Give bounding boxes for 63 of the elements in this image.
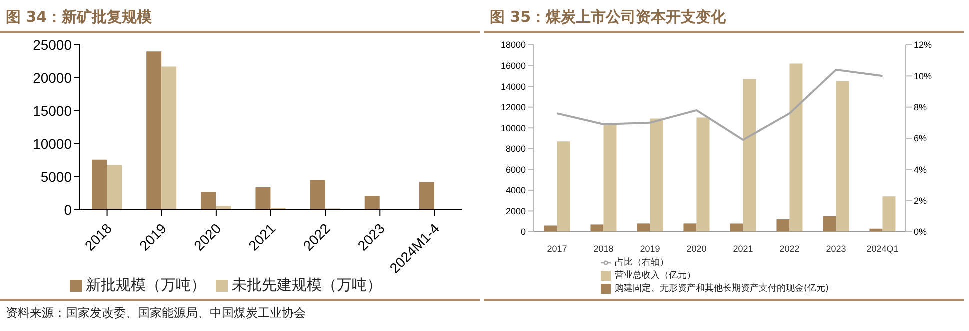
bar: [146, 52, 162, 210]
y-tick-label: 10000: [500, 123, 526, 134]
text: 资料来源：国家发改委、国家能源局、中国煤炭工业协会: [6, 306, 306, 320]
bar: [604, 124, 617, 232]
bar: [823, 216, 836, 232]
y-tick-label: 5000: [40, 168, 72, 185]
bar: [836, 81, 850, 232]
x-tick-label: 2019: [640, 244, 660, 254]
bar: [310, 180, 326, 210]
y2-tick-label: 4%: [914, 164, 928, 175]
y-tick-label: 8000: [506, 144, 526, 154]
y-tick-label: 15000: [33, 102, 72, 119]
chart-title: 图 34：新矿批复规模: [0, 0, 480, 33]
x-tick-label: 2020: [686, 244, 707, 254]
y-tick-label: 20000: [33, 70, 72, 86]
y2-tick-label: 12%: [914, 40, 932, 50]
bar: [590, 224, 604, 232]
legend-label: 占比（右轴）: [614, 258, 669, 268]
y-tick-label: 16000: [500, 60, 526, 71]
y-tick-label: 2000: [506, 206, 526, 216]
x-tick-label: 2021: [733, 244, 754, 254]
y2-tick-label: 0%: [914, 227, 928, 238]
bar: [650, 118, 664, 232]
bar: [201, 192, 216, 210]
y-tick-label: 6000: [506, 164, 526, 175]
bar: [882, 196, 896, 232]
bar: [637, 224, 650, 232]
bar: [557, 142, 570, 232]
bar: [696, 118, 710, 232]
y-tick-label: 4000: [506, 186, 526, 196]
y-tick-label: 10000: [33, 136, 72, 152]
bar: [162, 66, 177, 210]
bar: [107, 165, 122, 210]
bar: [419, 182, 434, 210]
y2-tick-label: 10%: [914, 71, 932, 82]
y2-tick-label: 8%: [914, 102, 928, 113]
bar: [92, 160, 108, 210]
bar: [730, 224, 744, 232]
y-tick-label: 14000: [500, 82, 526, 92]
bar: [684, 224, 697, 232]
x-tick-label: 2017: [547, 244, 568, 254]
legend-label: 未批先建规模（万吨）: [232, 276, 382, 294]
bar: [743, 79, 756, 232]
y-tick-label: 18000: [500, 40, 526, 50]
y-tick-label: 0: [520, 227, 526, 238]
x-tick-label: 2022: [780, 244, 800, 254]
legend-label: 新批规模（万吨）: [86, 276, 206, 294]
bar: [364, 196, 380, 210]
x-tick-label: 2018: [594, 244, 614, 254]
y-tick-label: 12000: [500, 102, 526, 113]
x-tick-label: 2024Q1: [866, 244, 899, 254]
bar: [776, 220, 790, 232]
legend-label: 营业总收入（亿元）: [614, 271, 696, 281]
legend-label: 购建固定、无形资产和其他长期资产支付的现金(亿元): [614, 284, 830, 294]
line-series: [556, 68, 884, 142]
chart-title: 图 35：煤炭上市公司资本开支变化: [484, 0, 964, 33]
y-tick-label: 0: [64, 202, 72, 218]
x-tick-label: 2023: [826, 244, 846, 254]
y2-tick-label: 6%: [914, 134, 928, 144]
bar: [256, 188, 271, 210]
y2-tick-label: 2%: [914, 196, 928, 206]
bar: [790, 64, 803, 232]
y-tick-label: 25000: [33, 36, 72, 53]
